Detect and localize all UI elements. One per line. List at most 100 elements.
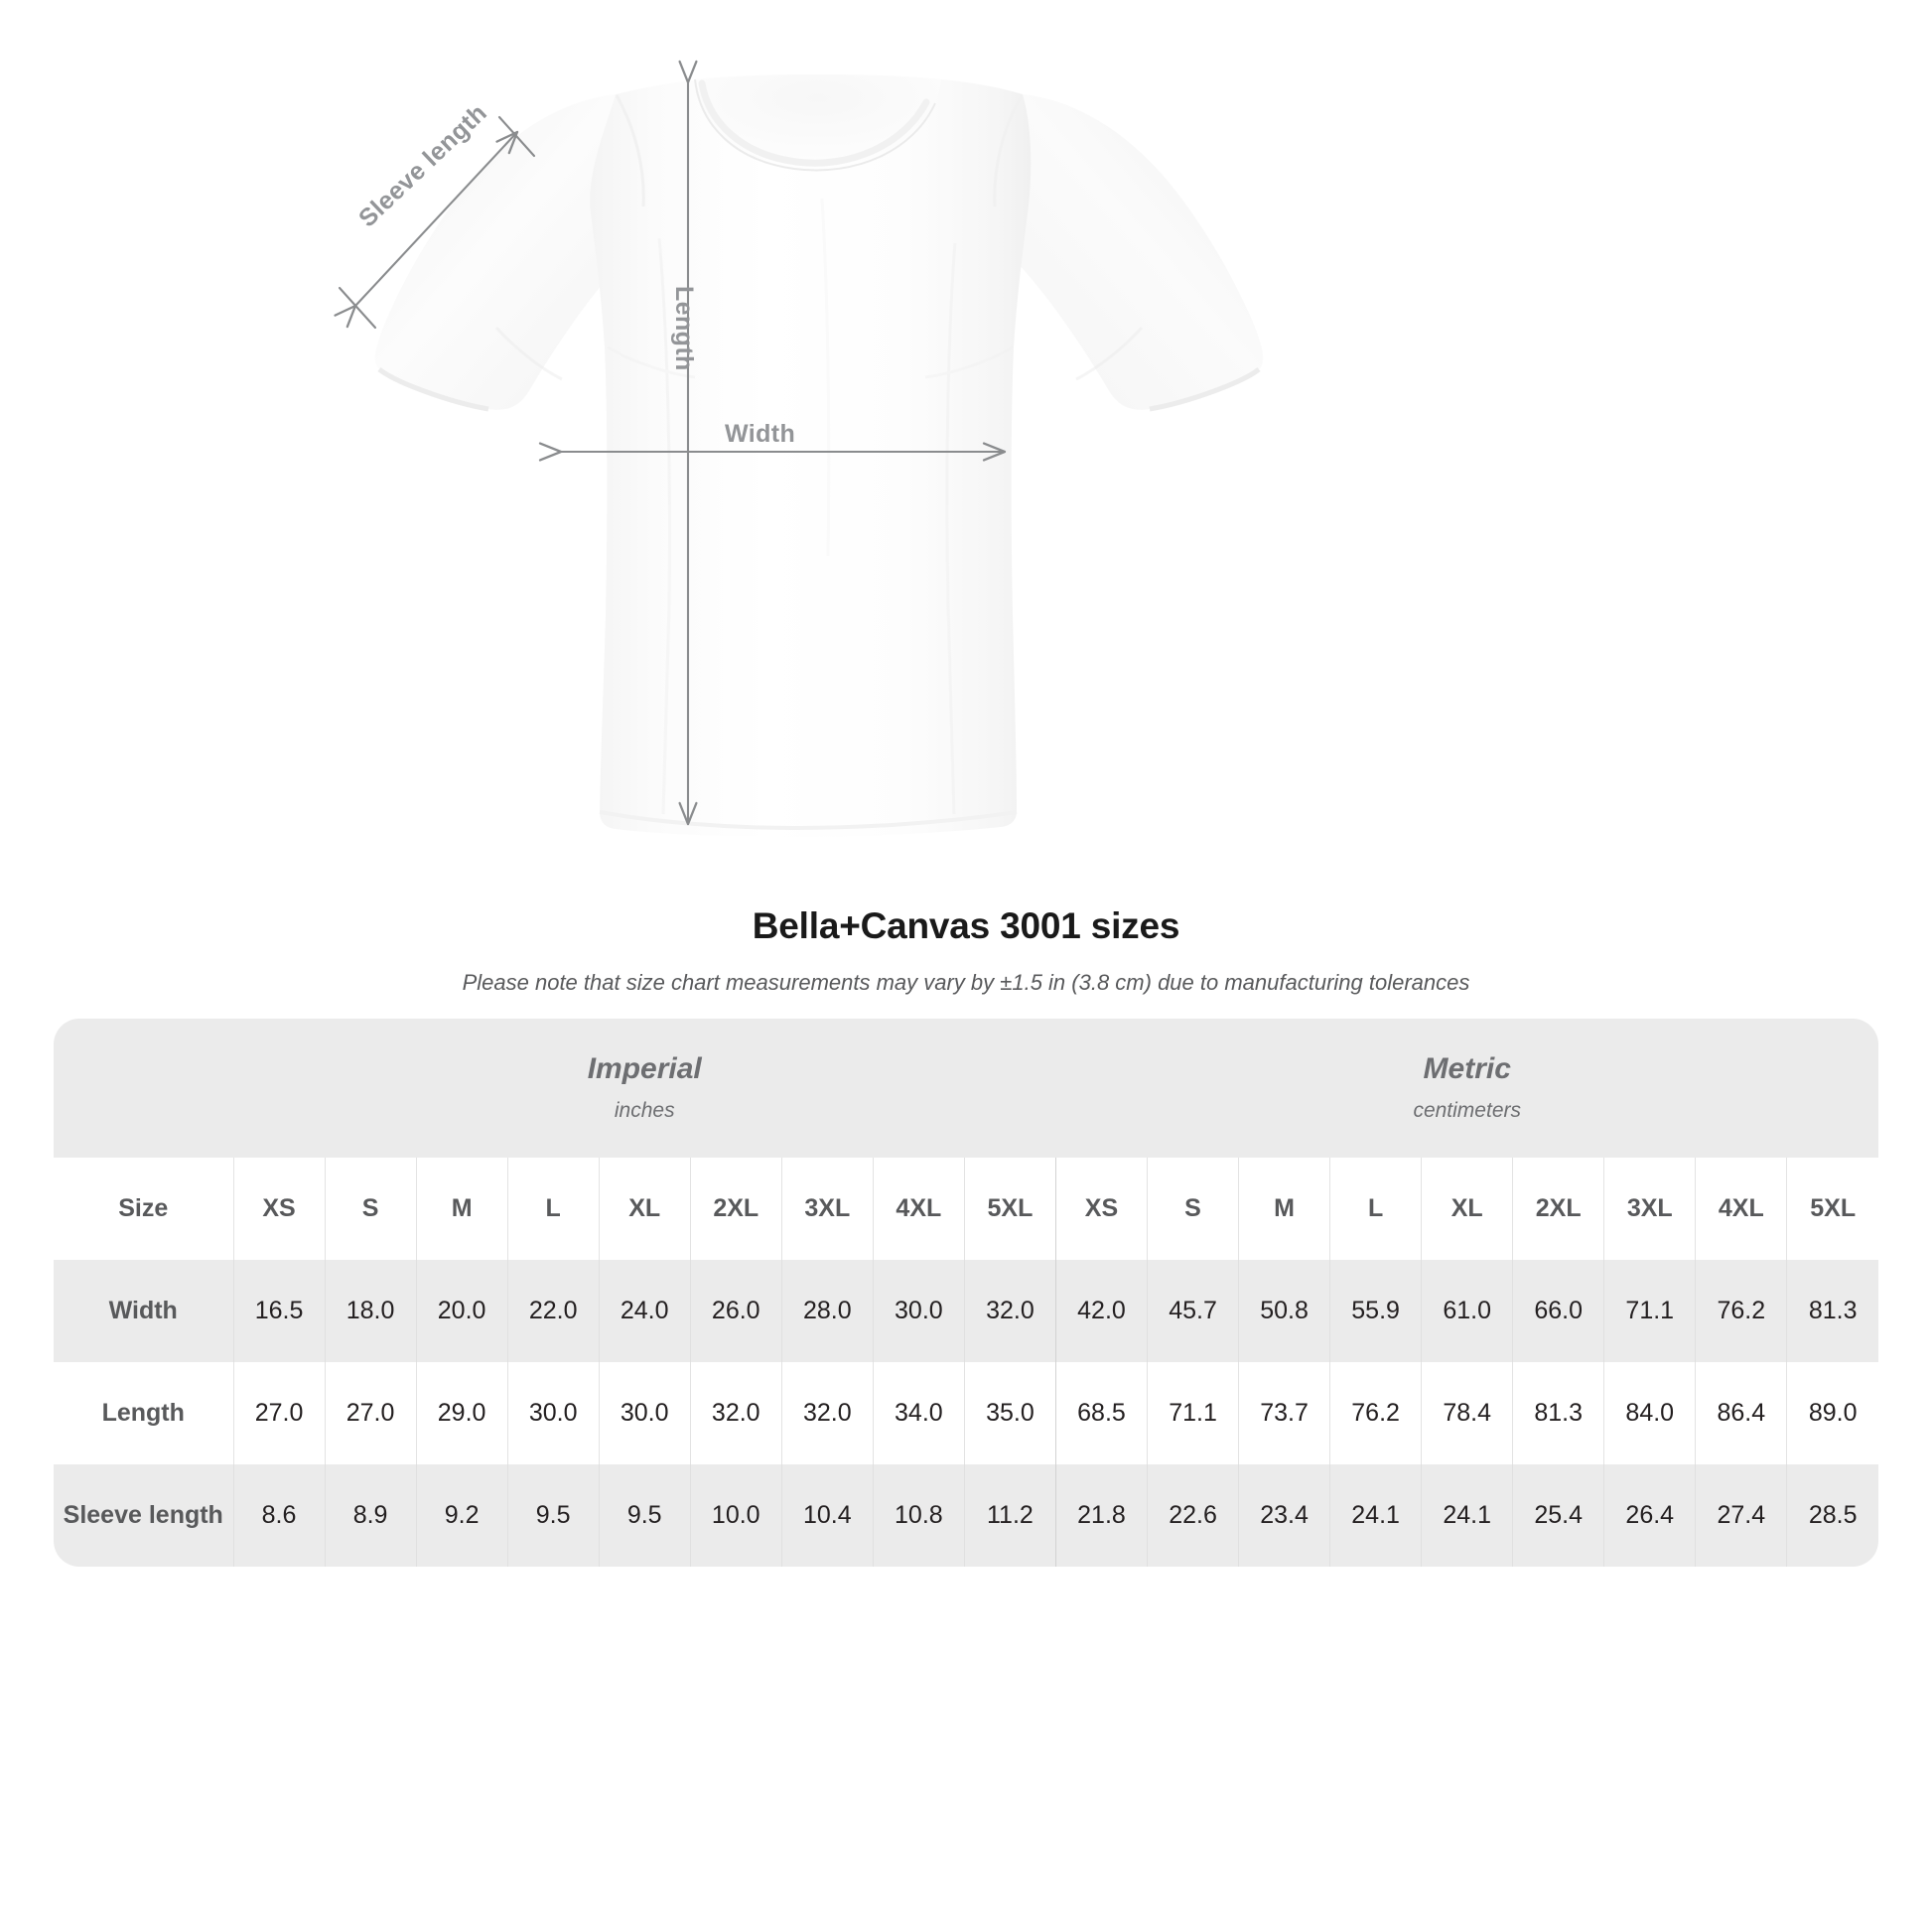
size-header-cell[interactable]: XS bbox=[1054, 1158, 1148, 1260]
shirt-body bbox=[590, 74, 1032, 837]
measurement-cell: 9.2 bbox=[415, 1464, 508, 1567]
unit-subtitle: centimeters bbox=[1413, 1098, 1521, 1122]
measurement-cell: 27.0 bbox=[324, 1362, 417, 1464]
measurement-cell: 8.6 bbox=[232, 1464, 326, 1567]
measurement-cell: 73.7 bbox=[1238, 1362, 1330, 1464]
measurement-cell: 66.0 bbox=[1512, 1260, 1604, 1362]
measurement-cell: 29.0 bbox=[415, 1362, 508, 1464]
measurement-cell: 10.8 bbox=[872, 1464, 965, 1567]
measurement-cell: 89.0 bbox=[1786, 1362, 1878, 1464]
size-header-cell[interactable]: 3XL bbox=[1603, 1158, 1696, 1260]
unit-subtitle: inches bbox=[614, 1098, 675, 1122]
unit-header-row: Imperial inches Metric centimeters bbox=[54, 1019, 1878, 1158]
size-header-cell[interactable]: 5XL bbox=[1786, 1158, 1878, 1260]
measurement-cell: 55.9 bbox=[1329, 1260, 1422, 1362]
measurement-cell: 24.1 bbox=[1329, 1464, 1422, 1567]
measurement-cell: 9.5 bbox=[506, 1464, 600, 1567]
measurement-cell: 81.3 bbox=[1786, 1260, 1878, 1362]
measurement-cell: 32.0 bbox=[780, 1362, 874, 1464]
measurement-cell: 28.0 bbox=[780, 1260, 874, 1362]
row-label-width: Width bbox=[54, 1260, 233, 1362]
fabric-folds bbox=[494, 198, 1144, 815]
size-header-cell[interactable]: S bbox=[324, 1158, 417, 1260]
measurement-cell: 22.0 bbox=[506, 1260, 600, 1362]
table-row: Sleeve length 8.6 8.9 9.2 9.5 9.5 10.0 10.4 10.8… bbox=[54, 1464, 1878, 1567]
left-cuff bbox=[377, 366, 489, 412]
measurement-cell: 28.5 bbox=[1786, 1464, 1878, 1567]
size-header-cell[interactable]: XS bbox=[232, 1158, 326, 1260]
measurement-cell: 50.8 bbox=[1238, 1260, 1330, 1362]
measurement-cell: 84.0 bbox=[1603, 1362, 1696, 1464]
unit-header-imperial: Imperial inches bbox=[233, 1019, 1056, 1158]
size-header-label: Size bbox=[54, 1158, 233, 1260]
measurement-cell: 21.8 bbox=[1054, 1464, 1148, 1567]
measurement-cell: 34.0 bbox=[872, 1362, 965, 1464]
size-header-cell[interactable]: M bbox=[415, 1158, 508, 1260]
page-subtitle: Please note that size chart measurements… bbox=[462, 970, 1470, 995]
unit-header-spacer bbox=[54, 1019, 233, 1158]
collar-rib bbox=[698, 79, 930, 167]
measurement-cell: 86.4 bbox=[1695, 1362, 1787, 1464]
measurement-cell: 78.4 bbox=[1421, 1362, 1513, 1464]
sleeve-length-arrow bbox=[334, 130, 519, 329]
size-header-cell[interactable]: 2XL bbox=[689, 1158, 782, 1260]
size-header-cell[interactable]: 2XL bbox=[1512, 1158, 1604, 1260]
size-header-cell[interactable]: L bbox=[506, 1158, 600, 1260]
row-label-sleeve-length: Sleeve length bbox=[54, 1464, 233, 1567]
table-row: Length 27.0 27.0 29.0 30.0 30.0 32.0 32.0 34.0 35… bbox=[54, 1362, 1878, 1464]
size-header-cell[interactable]: XL bbox=[1421, 1158, 1513, 1260]
tshirt-measurement-diagram: Sleeve length Length Width bbox=[0, 0, 1932, 894]
measurement-cell: 9.5 bbox=[598, 1464, 691, 1567]
garment-shape bbox=[374, 74, 1264, 837]
size-header-cell[interactable]: XL bbox=[598, 1158, 691, 1260]
left-shoulder-seam bbox=[615, 94, 645, 207]
measurement-cell: 30.0 bbox=[598, 1362, 691, 1464]
measurement-cell: 35.0 bbox=[963, 1362, 1056, 1464]
size-header-cell[interactable]: 3XL bbox=[780, 1158, 874, 1260]
measurement-cell: 8.9 bbox=[324, 1464, 417, 1567]
measurement-cell: 24.1 bbox=[1421, 1464, 1513, 1567]
measurement-cell: 10.0 bbox=[689, 1464, 782, 1567]
measurement-annotations bbox=[334, 60, 1007, 826]
size-header-cell[interactable]: M bbox=[1238, 1158, 1330, 1260]
right-sleeve bbox=[991, 94, 1264, 410]
sleeve-tick-lower bbox=[338, 286, 377, 330]
size-header-cell[interactable]: 4XL bbox=[1695, 1158, 1787, 1260]
unit-header-metric: Metric centimeters bbox=[1055, 1019, 1878, 1158]
size-header-cell[interactable]: S bbox=[1146, 1158, 1239, 1260]
collar-inner-edge bbox=[694, 78, 936, 172]
right-shoulder-seam bbox=[993, 94, 1024, 207]
size-header-cell[interactable]: L bbox=[1329, 1158, 1422, 1260]
tshirt-illustration bbox=[334, 60, 1264, 837]
size-header-row: Size XS S M L XL 2XL 3XL 4XL 5XL XS S M L XL 2XL 3XL 4XL 5… bbox=[54, 1158, 1878, 1260]
measurement-cell: 30.0 bbox=[872, 1260, 965, 1362]
width-label: Width bbox=[725, 420, 796, 448]
table-row: Width 16.5 18.0 20.0 22.0 24.0 26.0 28.0 30.0 32.… bbox=[54, 1260, 1878, 1362]
sleeve-tick-upper bbox=[497, 115, 536, 158]
measurement-cell: 27.0 bbox=[232, 1362, 326, 1464]
size-chart-table: Imperial inches Metric centimeters Size XS S M L… bbox=[54, 1019, 1878, 1567]
measurement-cell: 81.3 bbox=[1512, 1362, 1604, 1464]
size-header-cell[interactable]: 5XL bbox=[963, 1158, 1056, 1260]
row-label-length: Length bbox=[54, 1362, 233, 1464]
measurement-cell: 25.4 bbox=[1512, 1464, 1604, 1567]
measurement-cell: 71.1 bbox=[1603, 1260, 1696, 1362]
measurement-cell: 61.0 bbox=[1421, 1260, 1513, 1362]
measurement-cell: 26.0 bbox=[689, 1260, 782, 1362]
measurement-cell: 23.4 bbox=[1238, 1464, 1330, 1567]
measurement-cell: 11.2 bbox=[963, 1464, 1056, 1567]
measurement-cell: 32.0 bbox=[689, 1362, 782, 1464]
size-header-cell[interactable]: 4XL bbox=[872, 1158, 965, 1260]
measurement-cell: 24.0 bbox=[598, 1260, 691, 1362]
measurement-cell: 27.4 bbox=[1695, 1464, 1787, 1567]
measurement-cell: 20.0 bbox=[415, 1260, 508, 1362]
measurement-cell: 22.6 bbox=[1146, 1464, 1239, 1567]
measurement-cell: 71.1 bbox=[1146, 1362, 1239, 1464]
unit-name: Metric bbox=[1423, 1052, 1511, 1086]
measurement-cell: 10.4 bbox=[780, 1464, 874, 1567]
measurement-cell: 26.4 bbox=[1603, 1464, 1696, 1567]
measurement-cell: 18.0 bbox=[324, 1260, 417, 1362]
page-title: Bella+Canvas 3001 sizes bbox=[752, 905, 1180, 946]
right-cuff bbox=[1149, 366, 1261, 412]
